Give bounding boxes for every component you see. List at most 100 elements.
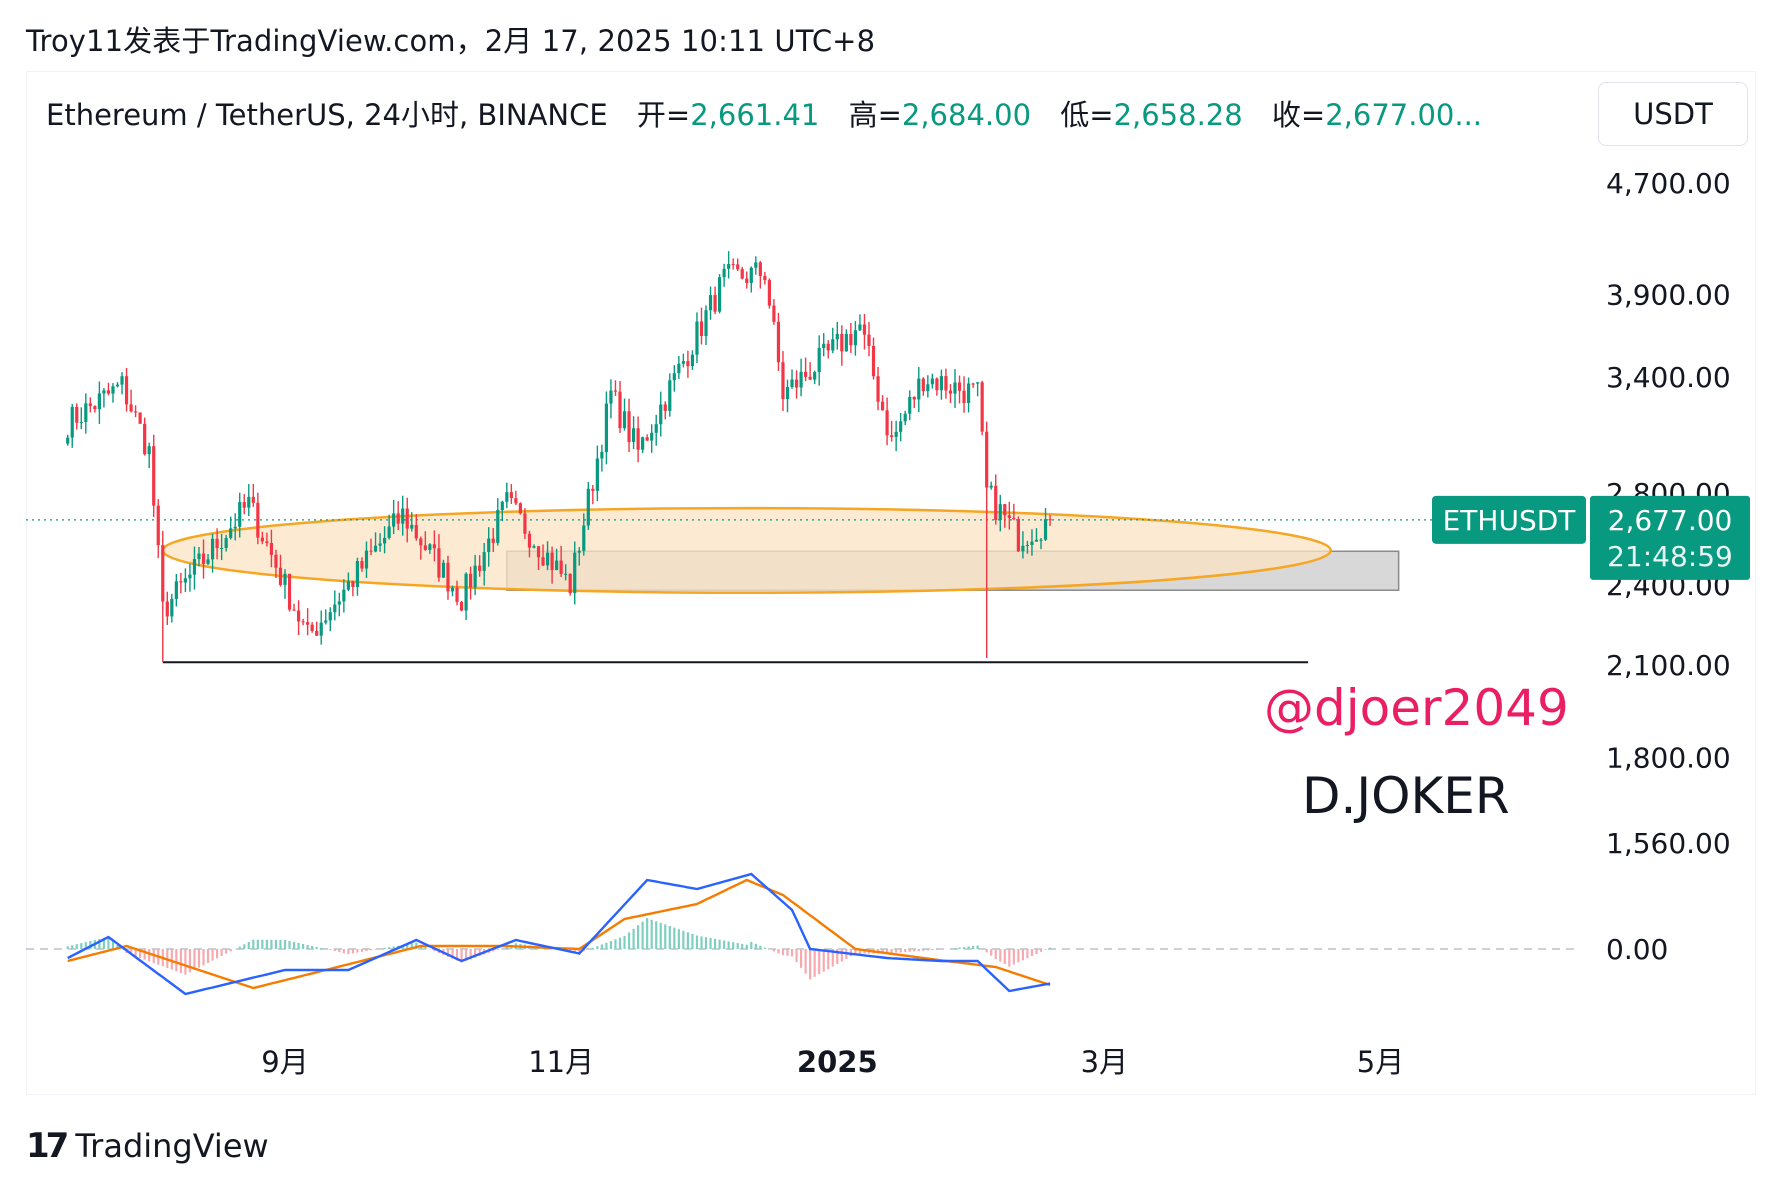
candle [962, 376, 966, 413]
candle [935, 377, 939, 396]
candle [840, 325, 844, 366]
indicator-layer [26, 872, 1580, 996]
candle [301, 618, 305, 626]
candle [396, 501, 400, 531]
candle [115, 382, 120, 388]
candle [287, 573, 292, 612]
candle [523, 508, 527, 539]
candle [695, 312, 699, 364]
candle [124, 367, 129, 412]
candle [423, 531, 427, 551]
candle [822, 333, 826, 357]
candle [713, 286, 717, 315]
candle [885, 397, 889, 446]
candle [835, 321, 839, 350]
candle [930, 373, 934, 389]
candle [948, 384, 953, 404]
candle [699, 307, 704, 345]
candle [794, 370, 799, 399]
candle [772, 299, 776, 325]
candle [645, 434, 649, 441]
candle [378, 533, 382, 552]
tv-logo-text: TradingView [75, 1127, 269, 1165]
candle [342, 579, 346, 613]
candle [455, 580, 459, 606]
candle [238, 492, 242, 538]
open-label: 开= [636, 98, 691, 132]
candle [79, 407, 83, 430]
low-value: 2,658.28 [1113, 98, 1243, 132]
candle [690, 350, 695, 370]
candle [939, 369, 944, 400]
candle [650, 424, 654, 453]
candle [373, 532, 378, 553]
candle [618, 381, 622, 434]
currency-selector[interactable]: USDT [1598, 82, 1748, 146]
candle [804, 357, 808, 382]
candle [201, 539, 206, 579]
candle [1012, 503, 1016, 521]
candle [1007, 501, 1011, 530]
candle [790, 369, 794, 389]
candle [419, 536, 423, 560]
candle [668, 373, 672, 417]
candle [871, 337, 876, 380]
candle [487, 527, 491, 567]
candle [985, 421, 989, 659]
candle [745, 271, 749, 289]
candle [681, 353, 685, 368]
candle [143, 417, 147, 456]
candle [641, 436, 645, 454]
ellipse-zone[interactable] [161, 506, 1332, 594]
candle [853, 321, 858, 356]
symbol-label[interactable]: Ethereum / TetherUS, 24小时, BINANCE [46, 98, 608, 132]
tv-logo-icon: 17 [26, 1126, 69, 1166]
candle [147, 442, 151, 469]
candle [577, 547, 581, 566]
close-label: 收= [1271, 98, 1326, 132]
candle [183, 568, 188, 593]
candle [75, 403, 79, 430]
candle [88, 397, 92, 413]
candle [953, 369, 957, 408]
y-tick-label: 3,900.00 [1606, 279, 1731, 312]
candle [550, 546, 554, 584]
candle [908, 390, 912, 421]
candle [776, 312, 781, 371]
candle [957, 375, 962, 404]
candle [464, 572, 468, 621]
signature-text[interactable]: D.JOKER [1302, 767, 1510, 825]
candle [659, 391, 663, 437]
candle [831, 327, 835, 354]
candle [966, 377, 971, 413]
candle [903, 410, 907, 425]
candle [844, 329, 848, 352]
candle [306, 608, 310, 636]
candle [627, 398, 631, 452]
tradingview-logo[interactable]: 17 TradingView [26, 1126, 269, 1166]
candle [867, 322, 871, 357]
candle [740, 266, 744, 280]
candle [138, 412, 142, 424]
candle [174, 573, 178, 607]
candle [518, 502, 523, 515]
candle [66, 434, 70, 446]
candle [609, 379, 613, 419]
candle [324, 609, 328, 625]
candle [197, 547, 201, 567]
candle [70, 403, 74, 448]
y-tick-label: 1,800.00 [1606, 741, 1731, 774]
candle [998, 494, 1002, 532]
author-handle[interactable]: @djoer2049 [1264, 679, 1569, 737]
candle [446, 555, 450, 600]
candles-layer [66, 251, 1052, 662]
candle [120, 372, 124, 395]
candle [808, 362, 812, 381]
x-tick-label: 9月 [261, 1045, 308, 1079]
candle [785, 379, 790, 413]
low-label: 低= [1060, 98, 1114, 132]
x-tick-label: 2025 [797, 1045, 878, 1079]
candle [220, 533, 224, 561]
